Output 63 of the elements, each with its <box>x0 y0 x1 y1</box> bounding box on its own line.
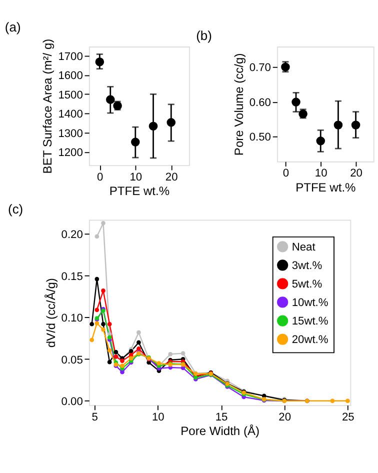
point <box>94 321 100 326</box>
point <box>101 220 106 226</box>
y-tick-label: 0.70 <box>249 62 271 74</box>
y-tick-label: 0.10 <box>61 312 83 325</box>
point <box>101 288 106 293</box>
point <box>114 350 118 354</box>
x-tick-label: 25 <box>342 411 354 424</box>
x-tick-label: 5 <box>92 411 98 424</box>
legend-label: 20wt.% <box>292 334 328 346</box>
y-tick-label: 0.15 <box>61 270 83 283</box>
point <box>136 346 141 351</box>
x-axis-title: PTFE wt.% <box>109 184 170 198</box>
y-tick-label: 1400 <box>58 108 83 121</box>
y-tick-label: 1200 <box>58 147 83 160</box>
point <box>107 322 112 326</box>
point <box>120 364 124 368</box>
point <box>180 351 186 356</box>
x-tick-label: 15 <box>215 411 228 424</box>
y-tick-label: 1500 <box>58 89 83 102</box>
y-axis-title: BET Surface Area (m²/ g) <box>40 38 55 174</box>
x-tick-label: 20 <box>165 171 178 184</box>
chart-title: (a) <box>4 19 21 34</box>
legend-label: 10wt.% <box>292 296 328 309</box>
x-tick-label: 20 <box>350 168 362 180</box>
y-axis-title: dV/d (cc/Å/g) <box>44 278 58 348</box>
legend-label: 5wt.% <box>292 278 322 290</box>
x-tick-label: 10 <box>130 171 142 184</box>
y-tick-label: 0.00 <box>61 396 83 408</box>
point <box>107 360 112 364</box>
x-tick-label: 10 <box>152 411 164 424</box>
chart-title: (b) <box>196 28 212 44</box>
y-tick-label: 0.20 <box>61 229 83 242</box>
chart-title: (c) <box>8 201 24 216</box>
x-axis-title: PTFE wt.% <box>296 180 356 195</box>
y-tick-label: 0.60 <box>249 96 271 109</box>
legend-label: 15wt.% <box>292 315 328 328</box>
point <box>90 338 94 342</box>
point <box>94 234 100 239</box>
point <box>128 356 134 360</box>
point <box>101 327 106 332</box>
y-tick-label: 0.50 <box>249 132 271 144</box>
x-tick-label: 20 <box>278 411 291 424</box>
point <box>120 370 124 374</box>
point <box>136 330 141 335</box>
point <box>168 352 173 356</box>
point <box>107 348 112 353</box>
x-tick-label: 0 <box>282 168 290 180</box>
x-axis-title: Pore Width (Å) <box>180 424 260 438</box>
y-tick-label: 1700 <box>58 50 83 63</box>
legend-label: 3wt.% <box>292 260 322 272</box>
legend-label: Neat <box>292 241 316 254</box>
y-tick-label: 0.05 <box>61 354 83 366</box>
point <box>101 322 106 326</box>
point <box>94 308 100 312</box>
y-tick-label: 1300 <box>58 128 83 140</box>
point <box>94 276 100 282</box>
y-tick-label: 1600 <box>58 70 83 82</box>
x-tick-label: 10 <box>314 168 328 180</box>
point <box>90 322 94 326</box>
point <box>156 361 162 366</box>
x-tick-label: 0 <box>97 171 104 184</box>
y-axis-title: Pore Volume (cc/g) <box>232 53 246 156</box>
point <box>136 340 141 345</box>
